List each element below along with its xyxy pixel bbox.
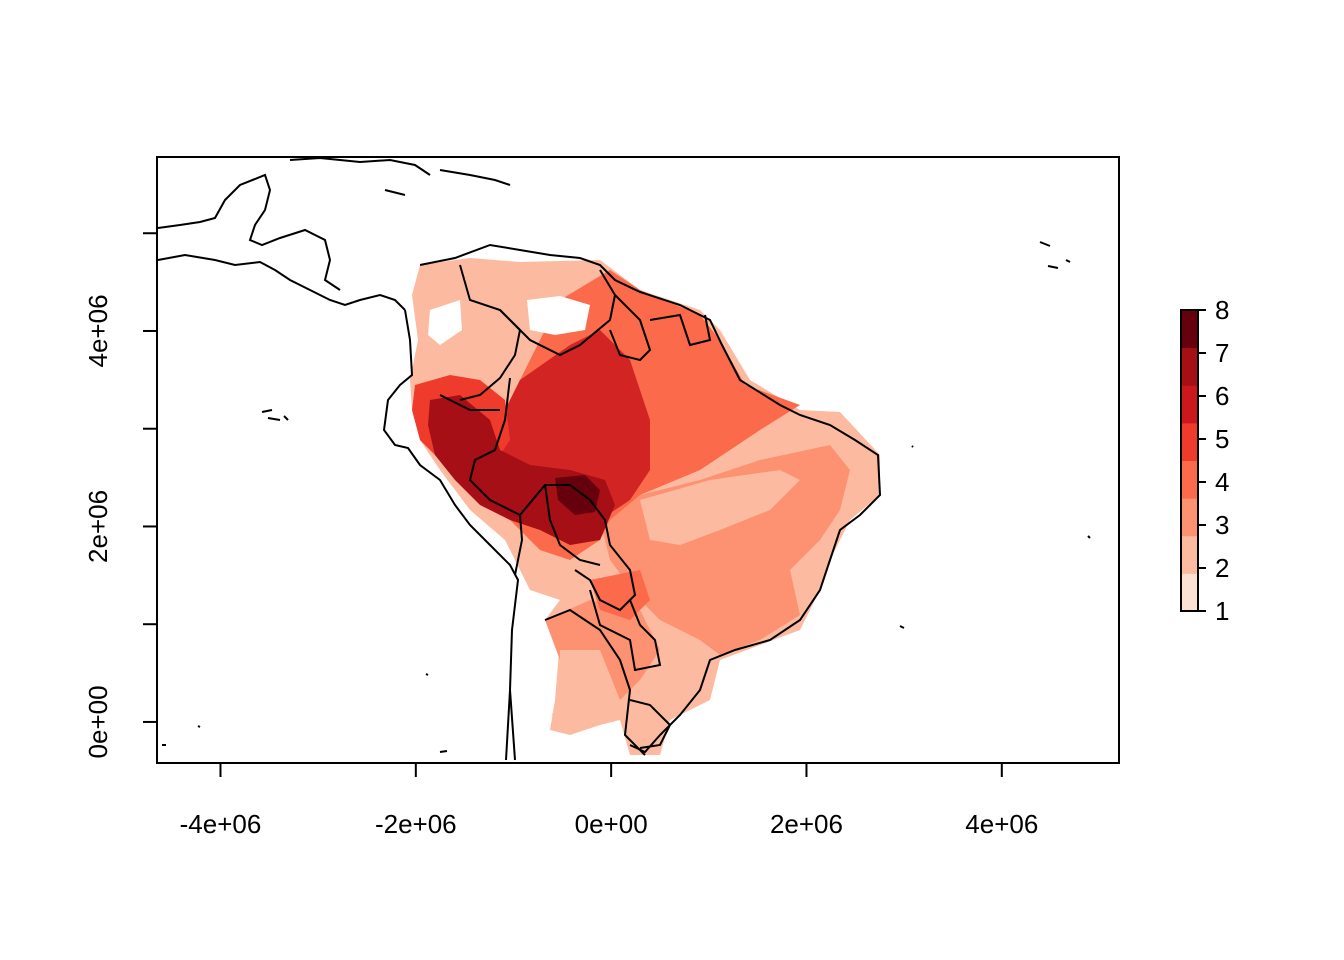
raster-layer xyxy=(410,258,880,755)
legend-color-cell xyxy=(1181,573,1198,612)
legend-color-cell xyxy=(1181,347,1198,386)
border-guyana xyxy=(609,294,652,362)
central-america-coast xyxy=(157,253,406,311)
legend-label: 5 xyxy=(1215,424,1229,454)
legend-color-cell xyxy=(1181,535,1198,574)
x-tick-label: -2e+06 xyxy=(375,809,457,839)
raster-gap-west xyxy=(428,300,462,345)
border-brazil-west xyxy=(468,377,637,612)
color-legend: 1 2 3 4 5 6 7 8 xyxy=(1180,295,1229,626)
south-america-north-coast xyxy=(419,243,882,754)
legend-label: 8 xyxy=(1215,295,1229,325)
y-axis: 0e+00 2e+06 4e+06 xyxy=(83,232,158,758)
border-suriname xyxy=(649,313,712,347)
small-islands xyxy=(162,445,1091,753)
raster-region-level-6b xyxy=(470,460,600,530)
legend-label: 6 xyxy=(1215,381,1229,411)
legend-label: 2 xyxy=(1215,553,1229,583)
y-tick-label: 2e+06 xyxy=(83,490,113,563)
x-axis: -4e+06 -2e+06 0e+00 2e+06 4e+06 xyxy=(180,762,1038,839)
legend-color-cell xyxy=(1181,422,1198,461)
legend-label: 7 xyxy=(1215,338,1229,368)
galapagos xyxy=(261,409,289,421)
coastlines xyxy=(157,156,1091,761)
y-tick-label: 4e+06 xyxy=(83,294,113,367)
raster-region-level-3b xyxy=(640,470,800,545)
legend-label: 4 xyxy=(1215,467,1229,497)
legend-label: 3 xyxy=(1215,510,1229,540)
raster-region-level-4b xyxy=(590,570,650,620)
x-tick-label: 0e+00 xyxy=(575,809,648,839)
legend-color-cell xyxy=(1181,385,1198,424)
border-colombia xyxy=(459,264,522,401)
border-argentina xyxy=(509,608,646,761)
border-paraguay xyxy=(589,589,662,672)
x-tick-label: 2e+06 xyxy=(770,809,843,839)
legend-color-cell xyxy=(1181,310,1198,349)
border-peru-bolivia xyxy=(439,394,601,576)
raster-gap-north xyxy=(527,296,590,335)
legend-label: 1 xyxy=(1215,596,1229,626)
legend-frame xyxy=(1180,309,1199,612)
raster-region-level-2 xyxy=(552,650,620,730)
atlantic-islands-north xyxy=(1039,241,1071,269)
x-tick-label: -4e+06 xyxy=(180,809,262,839)
legend-color-cell xyxy=(1181,460,1198,499)
border-uruguay xyxy=(629,699,672,749)
y-tick-label: 0e+00 xyxy=(83,685,113,758)
south-america-coast xyxy=(382,309,520,761)
caribbean-islands xyxy=(289,156,511,196)
x-tick-label: 4e+06 xyxy=(965,809,1038,839)
legend-color-cell xyxy=(1181,498,1198,537)
mexico-coast xyxy=(157,173,341,291)
